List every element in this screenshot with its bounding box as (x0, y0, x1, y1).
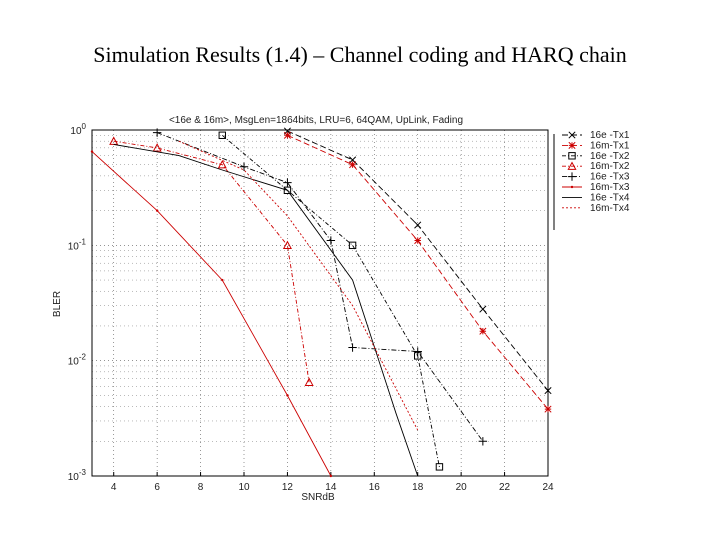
series-4 (109, 136, 314, 386)
marker-square (283, 186, 292, 195)
series-line (156, 132, 484, 442)
series-8 (178, 140, 419, 431)
legend-item: 16e -Tx1 (562, 130, 630, 141)
grid (92, 129, 549, 477)
y-tick-label: 10-3 (68, 468, 87, 483)
y-tick-label: 10-2 (68, 353, 87, 368)
series-6 (90, 150, 333, 478)
marker-plus (478, 437, 488, 446)
marker-x (479, 305, 487, 313)
legend-item: 16e -Tx3 (562, 172, 630, 183)
marker-square (435, 463, 444, 471)
marker-star (283, 131, 291, 139)
marker-plus (413, 347, 422, 356)
marker-dot (90, 150, 94, 153)
legend-item: 16m-Tx4 (562, 203, 630, 214)
x-tick-label: 4 (111, 482, 117, 493)
x-tick-label: 20 (456, 482, 468, 493)
series-layer (90, 127, 552, 478)
x-tick-label: 24 (542, 482, 554, 493)
marker-triangle (282, 240, 292, 250)
x-tick-label: 16 (369, 482, 381, 493)
plot-frame (91, 129, 549, 477)
marker-triangle (152, 143, 162, 152)
legend-label: 16m-Tx1 (590, 140, 630, 151)
marker-star (544, 405, 552, 413)
slide-title: Simulation Results (1.4) – Channel codin… (93, 42, 627, 67)
legend-label: 16m-Tx2 (590, 161, 630, 172)
legend-label: 16e -Tx2 (590, 151, 630, 162)
series-7 (113, 143, 419, 477)
marker-dot (570, 185, 574, 189)
series-line (113, 143, 419, 477)
marker-x (544, 387, 552, 395)
x-tick-label: 18 (412, 482, 424, 493)
marker-triangle (217, 159, 227, 169)
series-2 (283, 131, 552, 413)
series-5 (152, 128, 488, 446)
x-tick-label: 14 (325, 482, 337, 493)
marker-dot (155, 209, 159, 212)
legend-item: 16e -Tx4 (562, 192, 630, 203)
legend-label: 16e -Tx1 (590, 130, 630, 141)
legend-label: 16e -Tx3 (590, 172, 630, 183)
series-line (113, 140, 310, 383)
marker-plus (567, 172, 577, 181)
marker-square (568, 152, 576, 160)
y-tick-label: 10-1 (68, 237, 87, 252)
marker-star (349, 161, 357, 169)
marker-square (348, 241, 357, 250)
marker-star (414, 237, 422, 245)
x-axis-label: SNRdB (301, 492, 335, 503)
y-tick-label: 100 (70, 122, 86, 137)
x-tick-label: 8 (198, 482, 204, 493)
legend-item: 16m-Tx3 (562, 182, 630, 193)
legend-item: 16m-Tx1 (562, 140, 630, 151)
series-line (178, 140, 419, 431)
legend-label: 16m-Tx4 (590, 203, 630, 214)
x-tick-label: 12 (282, 482, 294, 493)
marker-plus (152, 128, 162, 137)
marker-triangle (567, 161, 577, 170)
marker-x (568, 131, 576, 139)
legend-label: 16e -Tx4 (590, 192, 630, 203)
x-tick-label: 10 (238, 482, 250, 493)
marker-plus (326, 236, 336, 245)
marker-dot (286, 394, 289, 397)
marker-x (414, 221, 422, 229)
legend-label: 16m-Tx3 (590, 182, 630, 193)
marker-square (218, 131, 226, 139)
marker-star (568, 141, 576, 149)
chart-title: <16e & 16m>, MsgLen=1864bits, LRU=6, 64Q… (169, 115, 463, 126)
marker-dot (221, 278, 224, 282)
axes: 4 6 8 10 12 14 16 18 20 22 24 100 10-1 10-2 10-3 (68, 122, 554, 493)
legend-item: 16m-Tx2 (562, 161, 630, 172)
x-tick-label: 6 (154, 482, 160, 493)
series-line (287, 134, 549, 410)
legend-item: 16e -Tx2 (562, 151, 630, 162)
y-axis-label: BLER (52, 291, 63, 317)
marker-star (479, 327, 487, 335)
marker-plus (239, 162, 249, 171)
marker-dot (329, 474, 333, 478)
x-tick-label: 22 (499, 482, 511, 493)
marker-plus (283, 178, 292, 187)
marker-plus (348, 343, 357, 352)
series-line (222, 134, 440, 467)
marker-triangle (304, 377, 314, 386)
